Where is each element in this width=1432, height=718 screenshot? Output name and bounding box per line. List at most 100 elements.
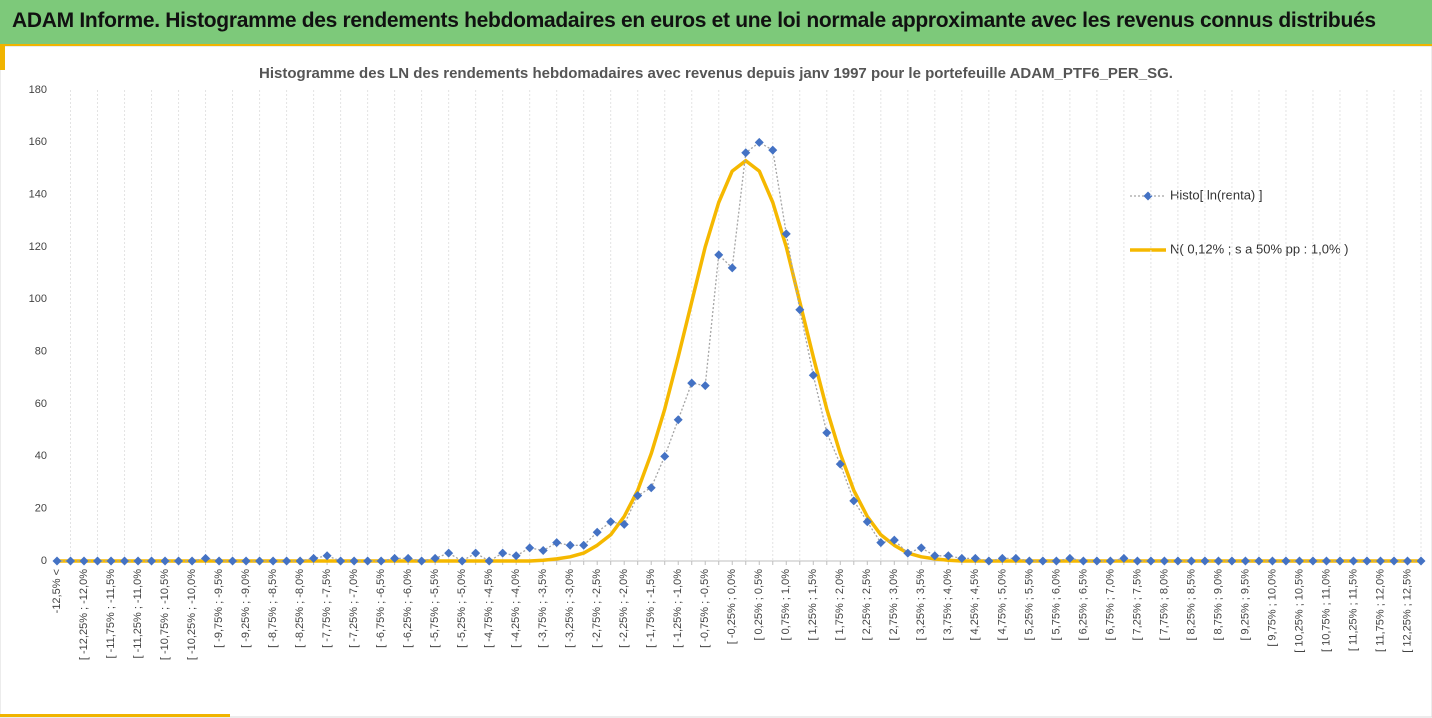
x-tick-label: [ -1,75% ; -1,5% [645, 569, 657, 648]
histo-point [1119, 553, 1129, 563]
page-title: ADAM Informe. Histogramme des rendements… [12, 9, 1376, 32]
histo-point [133, 556, 143, 566]
x-tick-label: [ -6,75% ; -6,5% [375, 569, 387, 648]
histo-point [741, 148, 751, 158]
x-tick-label: [ -3,25% ; -3,0% [564, 569, 576, 648]
histo-point [700, 381, 710, 391]
histo-point [187, 556, 197, 566]
histo-point [1321, 556, 1331, 566]
x-tick-label: [ 6,25% ; 6,5% [1077, 569, 1089, 641]
x-tick-label: [ 3,25% ; 3,5% [915, 569, 927, 641]
histo-point [1146, 556, 1156, 566]
histo-point [1105, 556, 1115, 566]
legend: Histo[ ln(renta) ] N( 0,12% ; s a 50% pp … [1130, 187, 1348, 256]
histo-point [160, 556, 170, 566]
histo-point [943, 551, 953, 561]
histo-point [1200, 556, 1210, 566]
y-tick-label: 40 [35, 450, 47, 462]
y-tick-label: 100 [29, 293, 47, 305]
histo-point [862, 517, 872, 527]
histo-point [1308, 556, 1318, 566]
histo-point [484, 556, 494, 566]
histo-point [606, 517, 616, 527]
histo-point [889, 535, 899, 545]
x-tick-label: [ -2,25% ; -2,0% [618, 569, 630, 648]
histo-point [1051, 556, 1061, 566]
histo-point [1267, 556, 1277, 566]
histo-point [1416, 556, 1426, 566]
x-tick-label: [ 5,25% ; 5,5% [1023, 569, 1035, 641]
x-tick-label: [ -4,25% ; -4,0% [510, 569, 522, 648]
header: ADAM Informe. Histogramme des rendements… [0, 0, 1432, 46]
x-tick-label: [ 9,75% ; 10,0% [1266, 569, 1278, 647]
x-tick-label: [ 2,75% ; 3,0% [888, 569, 900, 641]
x-tick-label: [ -9,75% ; -9,5% [213, 569, 225, 648]
x-tick-label: [ -11,75% ; -11,5% [105, 569, 117, 659]
x-tick-label: [ 10,25% ; 10,5% [1293, 569, 1305, 653]
histo-point [1335, 556, 1345, 566]
histo-point [214, 556, 224, 566]
x-tick-label: [ 11,25% ; 11,5% [1347, 569, 1359, 651]
histo-point [498, 548, 508, 558]
histo-point [1078, 556, 1088, 566]
histo-point [376, 556, 386, 566]
histo-point [1389, 556, 1399, 566]
x-tick-label: [ 1,25% ; 1,5% [807, 569, 819, 641]
x-tick-label: [ -5,25% ; -5,0% [456, 569, 468, 648]
x-tick-label: [ 3,75% ; 4,0% [942, 569, 954, 641]
histo-point [970, 553, 980, 563]
x-tick-label: [ -1,25% ; -1,0% [672, 569, 684, 648]
x-tick-label: [ 7,25% ; 7,5% [1131, 569, 1143, 641]
histo-point [1159, 556, 1169, 566]
x-tick-label: [ -5,75% ; -5,5% [429, 569, 441, 648]
histo-point [565, 540, 575, 550]
y-tick-label: 0 [41, 555, 47, 567]
histo-point [768, 145, 778, 155]
x-tick-label: [ -12,25% ; -12,0% [78, 569, 90, 660]
histo-point [592, 527, 602, 537]
histo-point [120, 556, 130, 566]
x-tick-label: [ 10,75% ; 11,0% [1320, 569, 1332, 652]
histo-point [1348, 556, 1358, 566]
histo-point [1132, 556, 1142, 566]
x-tick-label: [ -11,25% ; -11,0% [132, 569, 144, 659]
y-tick-label: 180 [29, 84, 47, 96]
x-tick-label: [ -10,75% ; -10,5% [159, 569, 171, 660]
histo-point [1038, 556, 1048, 566]
histo-point [268, 556, 278, 566]
histo-point [781, 229, 791, 239]
accent [0, 714, 230, 717]
histo-point [471, 548, 481, 558]
histo-point [957, 553, 967, 563]
histo-point [1186, 556, 1196, 566]
x-tick-label: [ -7,75% ; -7,5% [321, 569, 333, 648]
histo-point [646, 483, 656, 493]
histo-point [714, 250, 724, 260]
histo-point [997, 553, 1007, 563]
x-tick-label: [ -0,25% ; 0,0% [726, 569, 738, 644]
histo-point [1402, 556, 1412, 566]
histo-point [808, 370, 818, 380]
x-tick-label: [ 0,75% ; 1,0% [780, 569, 792, 641]
x-tick-label: [ 8,75% ; 9,0% [1212, 569, 1224, 641]
x-tick-label: [ -2,75% ; -2,5% [591, 569, 603, 648]
histo-point [619, 519, 629, 529]
chart: Histogramme des LN des rendements hebdom… [0, 46, 1432, 718]
histo-point [916, 543, 926, 553]
x-tick-label: [ 4,75% ; 5,0% [996, 569, 1008, 641]
x-tick-label: [ 7,75% ; 8,0% [1158, 569, 1170, 641]
histo-point [1173, 556, 1183, 566]
x-tick-label: [ 4,25% ; 4,5% [969, 569, 981, 641]
histo-point [835, 459, 845, 469]
histo-point [552, 538, 562, 548]
histo-point [727, 263, 737, 273]
histo-point [525, 543, 535, 553]
x-tick-label: [ -7,25% ; -7,0% [348, 569, 360, 648]
x-tick-label: [ -8,25% ; -8,0% [294, 569, 306, 648]
histo-point [1024, 556, 1034, 566]
legend-label: N( 0,12% ; s a 50% pp : 1,0% ) [1170, 241, 1348, 256]
histo-point [660, 451, 670, 461]
histo-point [633, 491, 643, 501]
histo-point [295, 556, 305, 566]
x-tick-label: [ 0,25% ; 0,5% [753, 569, 765, 641]
